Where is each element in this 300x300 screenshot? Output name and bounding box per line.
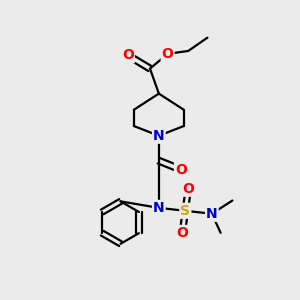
Text: O: O [176, 226, 188, 240]
Text: N: N [153, 129, 165, 143]
Text: O: O [122, 48, 134, 62]
Text: N: N [206, 207, 218, 221]
Text: O: O [175, 163, 187, 177]
Text: N: N [153, 201, 165, 215]
Text: O: O [182, 182, 194, 196]
Text: O: O [162, 47, 174, 61]
Text: S: S [180, 204, 190, 218]
